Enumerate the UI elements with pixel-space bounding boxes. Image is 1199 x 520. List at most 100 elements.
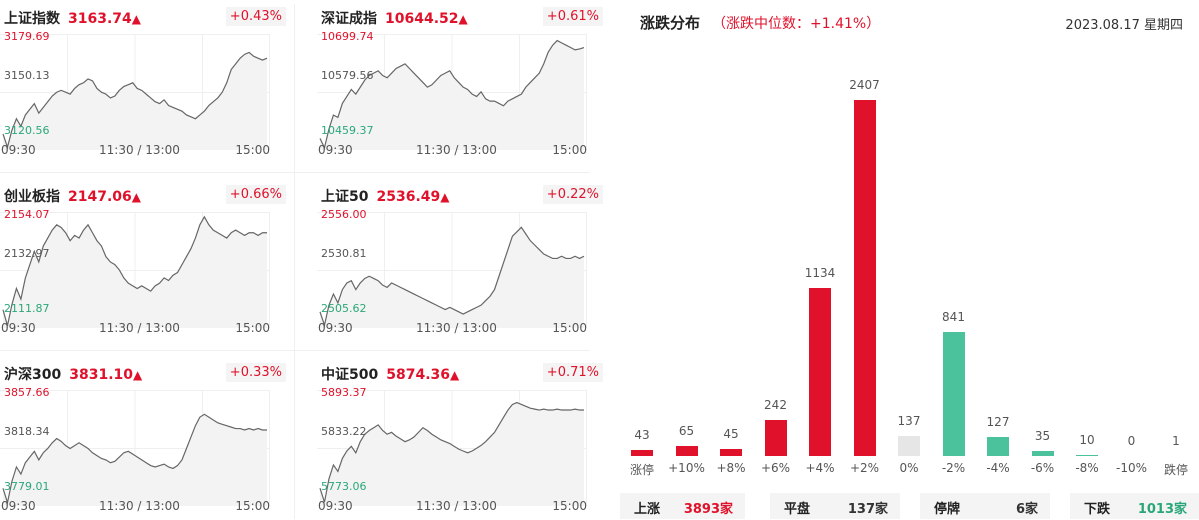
distribution-bar[interactable] [942, 332, 965, 456]
distribution-title: 涨跌分布 [640, 14, 701, 32]
distribution-bar-label: +8% [716, 461, 746, 475]
index-header: 上证指数 3163.74▲ +0.43% [4, 7, 286, 28]
time-open: 09:30 [1, 143, 36, 157]
distribution-date: 2023.08.17 星期四 [1065, 18, 1183, 33]
index-area [3, 414, 267, 506]
index-low-label: 3779.01 [4, 480, 50, 493]
index-high-label: 2154.07 [4, 208, 50, 221]
index-mid-label: 3818.34 [4, 425, 50, 438]
time-midday: 11:30 / 13:00 [416, 321, 497, 335]
up-arrow-icon: ▲ [131, 12, 141, 26]
index-area [3, 52, 267, 150]
time-midday: 11:30 / 13:00 [99, 143, 180, 157]
distribution-bar-value: 1134 [804, 266, 836, 280]
index-mid-label: 2132.97 [4, 247, 50, 260]
index-header: 深证成指 10644.52▲ +0.61% [321, 7, 603, 28]
time-open: 09:30 [318, 499, 353, 513]
distribution-bar-label: 0% [899, 461, 919, 475]
distribution-bar[interactable] [987, 437, 1009, 456]
index-price: 3163.74 [68, 11, 132, 27]
distribution-bar-value: 1 [1172, 434, 1180, 448]
index-intraday-chart [317, 212, 587, 328]
index-area [320, 40, 584, 150]
index-card[interactable]: 深证成指 10644.52▲ +0.61% 10699.74 10579.56 10459… [317, 0, 607, 168]
index-price-line [319, 401, 584, 503]
index-card[interactable]: 中证500 5874.36▲ +0.71% 5893.37 5833.22 5773.06… [317, 356, 607, 520]
distribution-bar-label: -8% [1075, 461, 1099, 475]
distribution-bar-value: 137 [897, 414, 921, 428]
index-header: 中证500 5874.36▲ +0.71% [321, 363, 603, 384]
index-change-pct: +0.61% [542, 7, 603, 26]
index-price-line [2, 51, 268, 150]
index-mid-label: 2530.81 [321, 247, 367, 260]
distribution-bar-label: 跌停 [1163, 463, 1188, 477]
distribution-bar[interactable] [764, 420, 787, 456]
divider [0, 350, 590, 351]
index-header: 上证50 2536.49▲ +0.22% [321, 185, 603, 206]
distribution-bar[interactable] [809, 288, 831, 456]
time-midday: 11:30 / 13:00 [99, 499, 180, 513]
time-open: 09:30 [1, 499, 36, 513]
distribution-bar-value: 45 [723, 427, 739, 441]
time-close: 15:00 [235, 143, 270, 157]
index-high-label: 3179.69 [4, 30, 50, 43]
index-high-label: 10699.74 [321, 30, 374, 43]
distribution-bar-value: 127 [986, 415, 1010, 429]
distribution-bar-label: +4% [805, 461, 835, 475]
index-mid-label: 5833.22 [321, 425, 367, 438]
distribution-bar-label: +10% [668, 461, 705, 475]
divider [294, 4, 295, 519]
index-price-line [2, 413, 267, 505]
index-change-pct: +0.43% [225, 7, 286, 26]
time-open: 09:30 [1, 321, 36, 335]
distribution-bar[interactable] [720, 449, 742, 456]
index-card[interactable]: 上证指数 3163.74▲ +0.43% 3179.69 3150.13 3120.56 0… [0, 0, 290, 168]
index-price: 3831.10 [69, 367, 133, 383]
distribution-chart: 43 涨停 65 +10% 45 +8% 242 +6% 1134 +4% 2407 +2% 137 0%… [620, 60, 1199, 480]
distribution-bar-value: 242 [764, 398, 787, 412]
summary-label: 下跌 [1084, 502, 1111, 517]
index-price: 2147.06 [68, 189, 132, 205]
summary-box[interactable]: 上涨 3893家 [620, 493, 745, 519]
distribution-bar-label: -2% [941, 461, 966, 475]
index-header: 创业板指 2147.06▲ +0.66% [4, 185, 286, 206]
index-low-label: 2505.62 [321, 302, 367, 315]
index-mid-label: 3150.13 [4, 69, 50, 82]
time-close: 15:00 [552, 499, 587, 513]
distribution-bar-value: 35 [1034, 429, 1051, 443]
distribution-bar[interactable] [631, 450, 653, 456]
summary-label: 平盘 [784, 502, 811, 517]
index-low-label: 5773.06 [321, 480, 367, 493]
time-midday: 11:30 / 13:00 [416, 499, 497, 513]
index-intraday-chart [317, 390, 587, 506]
distribution-bar[interactable] [675, 446, 698, 456]
summary-value: 1013家 [1137, 502, 1187, 517]
up-arrow-icon: ▲ [458, 12, 468, 26]
distribution-bar-value: 2407 [849, 78, 880, 92]
distribution-bar[interactable] [898, 436, 920, 456]
index-low-label: 2111.87 [4, 302, 50, 315]
distribution-bar[interactable] [1031, 451, 1054, 456]
distribution-bar[interactable] [1076, 455, 1098, 456]
index-price: 2536.49 [376, 189, 441, 205]
index-header: 沪深300 3831.10▲ +0.33% [4, 363, 286, 384]
time-close: 15:00 [552, 143, 587, 157]
time-close: 15:00 [235, 321, 270, 335]
up-arrow-icon: ▲ [133, 368, 143, 382]
index-high-label: 3857.66 [4, 386, 50, 399]
summary-box[interactable]: 停牌 6家 [920, 493, 1050, 519]
index-card[interactable]: 创业板指 2147.06▲ +0.66% 2154.07 2132.97 2111.87 0… [0, 178, 290, 346]
index-price: 5874.36 [386, 367, 450, 383]
distribution-bar[interactable] [853, 100, 876, 456]
up-arrow-icon: ▲ [131, 190, 141, 204]
index-name: 上证指数 [4, 11, 60, 27]
index-card[interactable]: 上证50 2536.49▲ +0.22% 2556.00 2530.81 2505.62 0… [317, 178, 607, 346]
time-midday: 11:30 / 13:00 [416, 143, 497, 157]
index-change-pct: +0.71% [542, 363, 603, 382]
summary-box[interactable]: 下跌 1013家 [1070, 493, 1199, 519]
summary-box[interactable]: 平盘 137家 [770, 493, 900, 519]
index-card[interactable]: 沪深300 3831.10▲ +0.33% 3857.66 3818.34 3779.01… [0, 356, 290, 520]
distribution-bar-label: -6% [1030, 461, 1055, 475]
distribution-bar-value: 10 [1079, 433, 1095, 447]
